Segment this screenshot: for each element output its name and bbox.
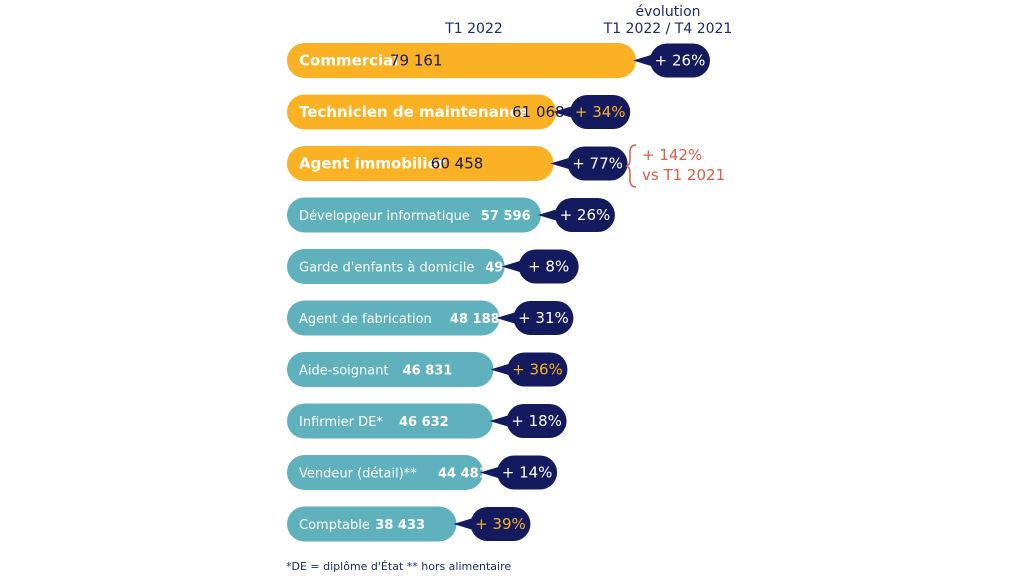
bar-category-label: Comptable xyxy=(299,518,370,533)
bar-value-label: 48 188 xyxy=(450,312,500,327)
evolution-badge xyxy=(518,249,579,284)
bar xyxy=(287,455,484,490)
bar xyxy=(287,43,636,78)
bar xyxy=(287,197,541,233)
bar-category-label: Commercial xyxy=(299,52,398,70)
evolution-badge xyxy=(513,301,574,335)
annotation-line2: vs T1 2021 xyxy=(642,166,725,184)
evolution-badge-label: + 34% xyxy=(575,103,626,121)
evolution-badge xyxy=(650,43,710,78)
bar xyxy=(287,506,457,542)
evolution-badge xyxy=(506,404,567,438)
bar-category-label: Aide-soignant xyxy=(299,364,389,379)
evolution-badge xyxy=(570,95,631,129)
evolution-badge-pointer xyxy=(480,465,504,480)
annotation-brace xyxy=(625,144,637,188)
bar-category-label: Agent immobilier xyxy=(299,155,446,173)
bar-category-label: Développeur informatique xyxy=(299,209,470,224)
evolution-badge-label: + 36% xyxy=(512,361,563,379)
evolution-badge-pointer xyxy=(490,362,514,377)
evolution-badge xyxy=(497,455,558,490)
bar xyxy=(287,403,493,439)
bar-value-label: 46 632 xyxy=(399,415,449,430)
evolution-badge-pointer xyxy=(501,259,525,274)
bar-value-label: 79 161 xyxy=(390,52,443,70)
evolution-badge xyxy=(567,146,628,181)
evolution-badge-pointer xyxy=(537,208,561,222)
bar-category-label: Vendeur (détail)** xyxy=(299,467,417,482)
bar-value-label: 60 458 xyxy=(431,155,484,173)
header-value-label: T1 2022 xyxy=(444,21,503,37)
bar xyxy=(287,352,494,387)
bar-category-label: Technicien de maintenance xyxy=(299,103,529,121)
bar-category-label: Agent de fabrication xyxy=(299,312,432,327)
bar-value-label: 46 831 xyxy=(403,364,453,379)
evolution-badge-pointer xyxy=(550,156,574,171)
bar-value-label: 44 481 xyxy=(438,467,488,482)
evolution-badge-pointer xyxy=(496,311,520,325)
evolution-badge xyxy=(507,352,568,387)
bar xyxy=(287,94,557,130)
bar xyxy=(287,146,554,181)
evolution-badge-label: + 26% xyxy=(560,206,611,224)
evolution-badge-label: + 39% xyxy=(475,515,526,533)
evolution-badge-pointer xyxy=(633,53,656,68)
header-change-label-line2: T1 2022 / T4 2021 xyxy=(603,21,733,37)
evolution-badge-pointer xyxy=(489,414,513,428)
evolution-badge-pointer xyxy=(553,105,577,119)
evolution-badge-label: + 26% xyxy=(655,52,706,70)
bar xyxy=(287,249,505,284)
evolution-badge-label: + 31% xyxy=(518,309,569,327)
header-change-label-line1: évolution xyxy=(635,4,700,20)
bar-category-label: Infirmier DE* xyxy=(299,415,383,430)
evolution-badge-pointer xyxy=(453,517,477,531)
bar-value-label: 61 068 xyxy=(512,103,565,121)
bar-value-label: 38 433 xyxy=(375,518,425,533)
evolution-badge xyxy=(554,198,615,232)
bar-value-label: 57 596 xyxy=(481,209,531,224)
evolution-badge-label: + 77% xyxy=(572,155,623,173)
annotation-group: + 142% vs T1 2021 xyxy=(625,144,725,188)
evolution-badge-label: + 18% xyxy=(511,412,562,430)
evolution-badge-label: + 8% xyxy=(528,258,569,276)
bar xyxy=(287,300,500,336)
evolution-badge xyxy=(470,507,531,541)
evolution-badge-label: + 14% xyxy=(502,464,553,482)
bar-category-label: Garde d'enfants à domicile xyxy=(299,261,474,276)
footnote: *DE = diplôme d'État ** hors alimentaire xyxy=(286,560,512,573)
annotation-line1: + 142% xyxy=(642,146,702,164)
